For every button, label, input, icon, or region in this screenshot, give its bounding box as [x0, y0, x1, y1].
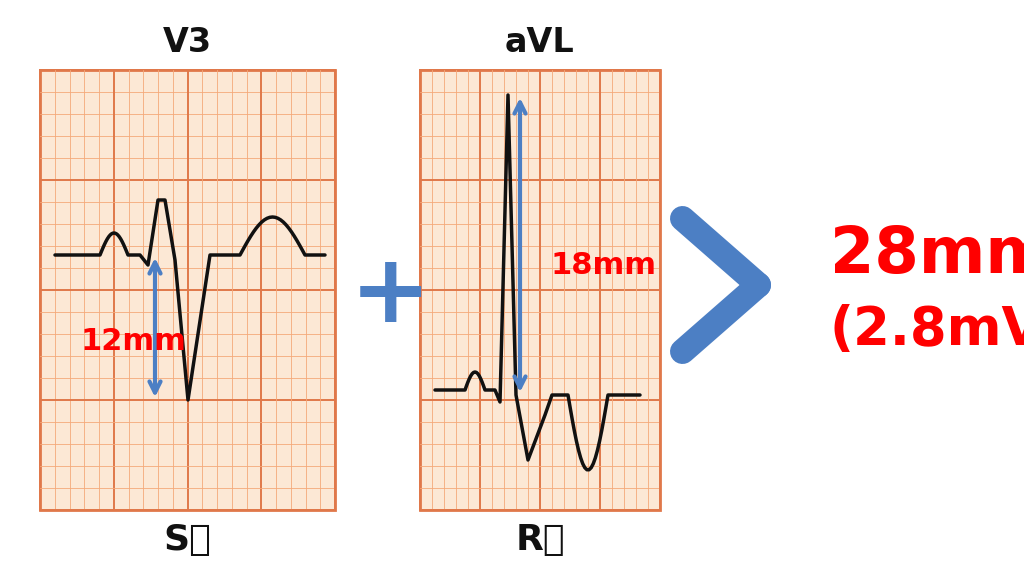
Text: 12mm: 12mm: [80, 328, 186, 356]
Text: S波: S波: [163, 523, 211, 557]
Text: V3: V3: [163, 25, 212, 58]
Bar: [420, 70, 660, 510]
Text: +: +: [349, 249, 431, 342]
Text: aVL: aVL: [505, 25, 574, 58]
Text: 18mm: 18mm: [550, 250, 656, 279]
Bar: [40, 70, 335, 510]
Text: R波: R波: [515, 523, 565, 557]
Text: 28mm: 28mm: [830, 224, 1024, 286]
Text: (2.8mV): (2.8mV): [830, 304, 1024, 356]
